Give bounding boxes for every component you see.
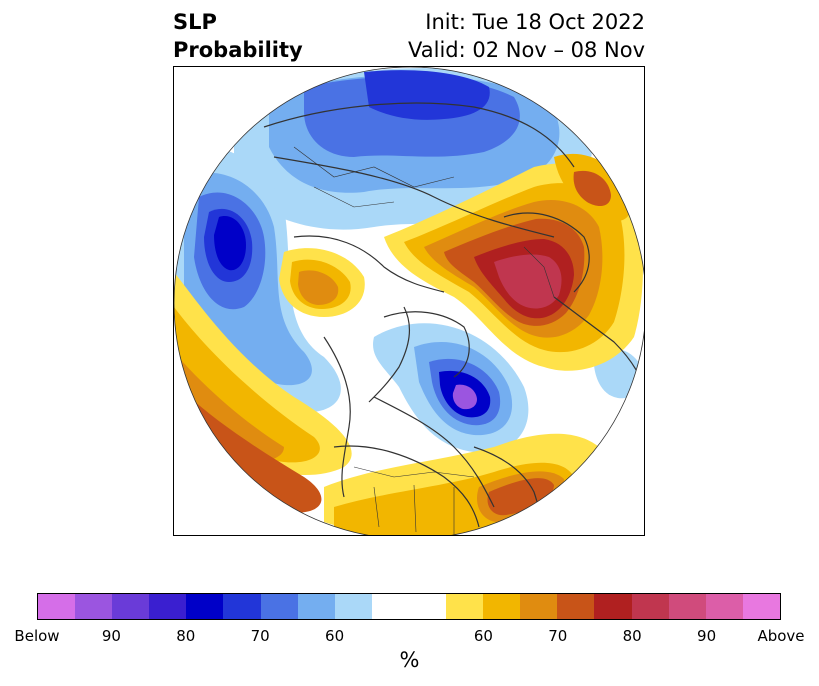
coastline-canada <box>373 396 495 508</box>
colorbar-cell <box>260 594 298 619</box>
colorbar-cell <box>557 594 595 619</box>
chart-title: SLP Probability <box>173 8 303 64</box>
colorbar-tick-label: 70 <box>250 627 270 645</box>
colorbar-cell <box>742 594 780 619</box>
coastline-greenland <box>383 311 470 378</box>
colorbar-cell <box>668 594 706 619</box>
border-asia <box>313 186 395 208</box>
colorbar-labels: Below 90 80 70 60 60 70 80 90 Above <box>14 627 804 647</box>
border-us-canada <box>353 466 475 478</box>
colorbar <box>37 593 781 620</box>
colorbar-cell <box>446 594 484 619</box>
colorbar-tick-label: 60 <box>325 627 345 645</box>
coastline-alaska <box>323 336 351 498</box>
colorbar-cell <box>705 594 743 619</box>
coastline-asia <box>263 102 575 168</box>
region-above-alaska-core <box>298 270 339 305</box>
coastline-scandinavia <box>503 212 590 293</box>
probability-map <box>174 67 644 535</box>
colorbar-cell <box>149 594 187 619</box>
region-above-northeast-core <box>573 170 611 207</box>
colorbar-tick-label: Below <box>14 627 60 645</box>
colorbar-cell <box>75 594 113 619</box>
region-above-west-deep <box>179 387 322 513</box>
region-below-east-max <box>452 384 477 410</box>
colorbar-cell <box>38 594 76 619</box>
colorbar-cell <box>408 594 447 619</box>
region-below-north-deep <box>364 70 490 120</box>
colorbar-tick-label: 80 <box>176 627 196 645</box>
map-disc <box>174 67 644 535</box>
init-date: Init: Tue 18 Oct 2022 <box>425 10 645 34</box>
coastline-siberia <box>293 235 445 293</box>
valid-range: Valid: 02 Nov – 08 Nov <box>408 38 645 62</box>
colorbar-tick-label: 70 <box>548 627 568 645</box>
border-us-states <box>373 484 455 535</box>
colorbar-tick-label: Above <box>757 627 805 645</box>
colorbar-cell <box>631 594 669 619</box>
border-europe <box>523 246 555 298</box>
colorbar-tick-label: 90 <box>697 627 717 645</box>
colorbar-cell <box>483 594 521 619</box>
colorbar-tick-label: 90 <box>101 627 121 645</box>
region-below-west-max <box>214 216 246 271</box>
colorbar-cell <box>223 594 261 619</box>
title-line-2: Probability <box>173 38 303 62</box>
colorbar-cell <box>186 594 224 619</box>
colorbar-cell <box>334 594 372 619</box>
colorbar-tick-label: 80 <box>622 627 642 645</box>
borders <box>293 146 555 535</box>
colorbar-cell <box>371 594 409 619</box>
colorbar-tick-label: 60 <box>473 627 493 645</box>
colorbar-units: % <box>399 648 420 672</box>
coastline-baffin <box>368 306 410 403</box>
colorbar-cell <box>297 594 335 619</box>
date-info: Init: Tue 18 Oct 2022 Valid: 02 Nov – 08… <box>408 8 645 64</box>
colorbar-cell <box>112 594 150 619</box>
title-line-1: SLP <box>173 10 217 34</box>
coastline-arctic <box>273 156 555 238</box>
colorbar-cell <box>594 594 632 619</box>
colorbar-cell <box>520 594 558 619</box>
border-russia <box>293 146 455 188</box>
map-panel <box>173 66 645 536</box>
coastline-us-west <box>333 445 480 528</box>
region-above-south-deep <box>487 478 554 516</box>
